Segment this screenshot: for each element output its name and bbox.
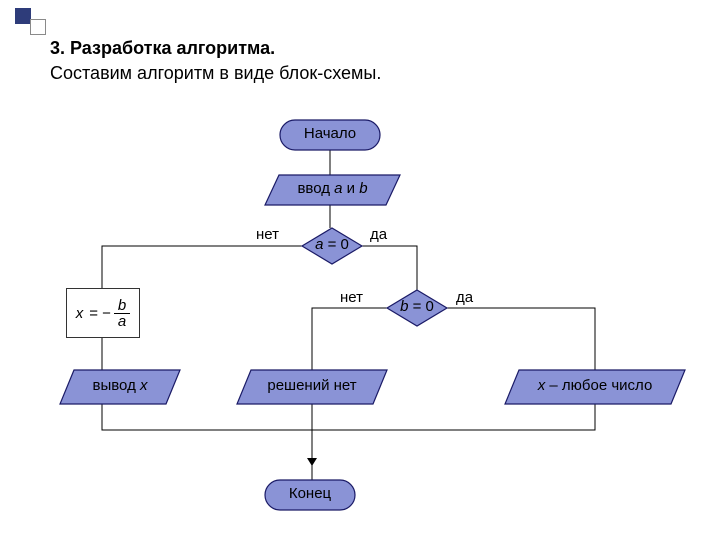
formula-denominator: a	[118, 313, 126, 330]
page-root: 3. Разработка алгоритма. Составим алгори…	[0, 0, 720, 540]
formula-box: x = − b a	[66, 288, 140, 338]
flowchart-svg	[0, 0, 720, 540]
formula-numerator: b	[118, 297, 126, 314]
